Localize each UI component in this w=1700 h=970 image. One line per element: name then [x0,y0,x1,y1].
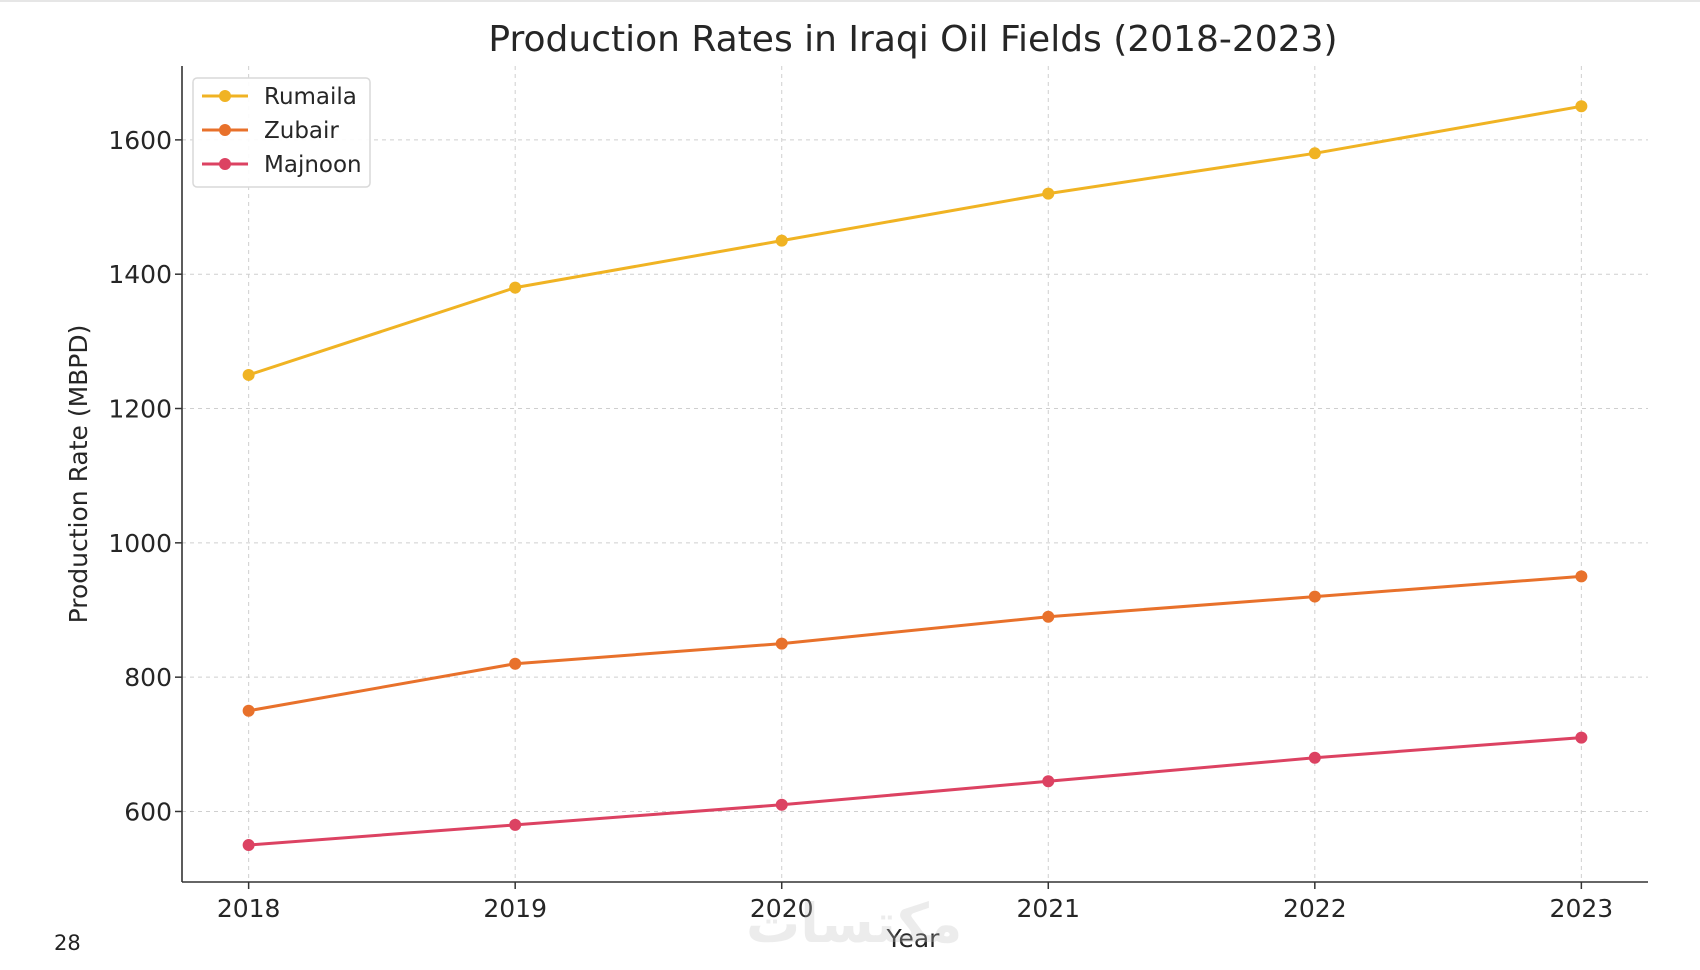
axes-layer: 2018 2019 2020 2021 2022 2023 600 800 1000 1200 14… [108,66,1648,923]
legend: Rumaila Zubair Majnoon [192,77,371,188]
data-point-rumaila [509,281,522,294]
data-point-majnoon [1575,731,1588,744]
series-layer [242,100,1588,852]
x-tick-label: 2023 [1550,894,1614,923]
chart-title: Production Rates in Iraqi Oil Fields (20… [488,19,1337,60]
data-point-majnoon [1042,775,1055,788]
y-tick-label: 1600 [108,126,172,155]
y-axis-label: Production Rate (MBPD) [64,325,93,624]
data-point-zubair [242,704,255,717]
data-point-rumaila [1308,147,1321,160]
y-tick-label: 1000 [108,529,172,558]
legend-box [192,77,371,188]
x-axis-label: Year [886,924,941,953]
data-point-zubair [775,637,788,650]
legend-marker-majnoon [219,158,231,170]
legend-label-rumaila: Rumaila [264,84,357,110]
data-point-majnoon [1308,751,1321,764]
legend-label-majnoon: Majnoon [264,152,362,178]
x-tick-label: 2021 [1016,894,1080,923]
series-line-majnoon [248,736,1582,847]
data-point-zubair [1575,570,1588,583]
data-point-rumaila [242,368,255,381]
top-border-line [0,0,1700,2]
data-point-majnoon [242,839,255,852]
x-tick-label: 2020 [750,894,814,923]
legend-marker-rumaila [219,90,231,102]
x-tick-label: 2018 [217,894,281,923]
grid-layer [182,66,1648,882]
y-tick-label: 1200 [108,395,172,424]
data-point-zubair [1308,590,1321,603]
series-line-rumaila [248,104,1582,377]
legend-label-zubair: Zubair [264,118,339,144]
series-line-zubair [248,574,1582,713]
x-tick-label: 2019 [483,894,547,923]
data-point-zubair [509,657,522,670]
data-point-rumaila [1575,100,1588,113]
y-tick-label: 600 [124,797,172,826]
data-point-rumaila [775,234,788,247]
x-tick-label: 2022 [1283,894,1347,923]
page-number: 28 [54,931,81,955]
data-point-rumaila [1042,187,1055,200]
legend-marker-zubair [219,124,231,136]
data-point-majnoon [509,818,522,831]
y-tick-label: 1400 [108,260,172,289]
data-point-zubair [1042,610,1055,623]
y-tick-label: 800 [124,663,172,692]
data-point-majnoon [775,798,788,811]
